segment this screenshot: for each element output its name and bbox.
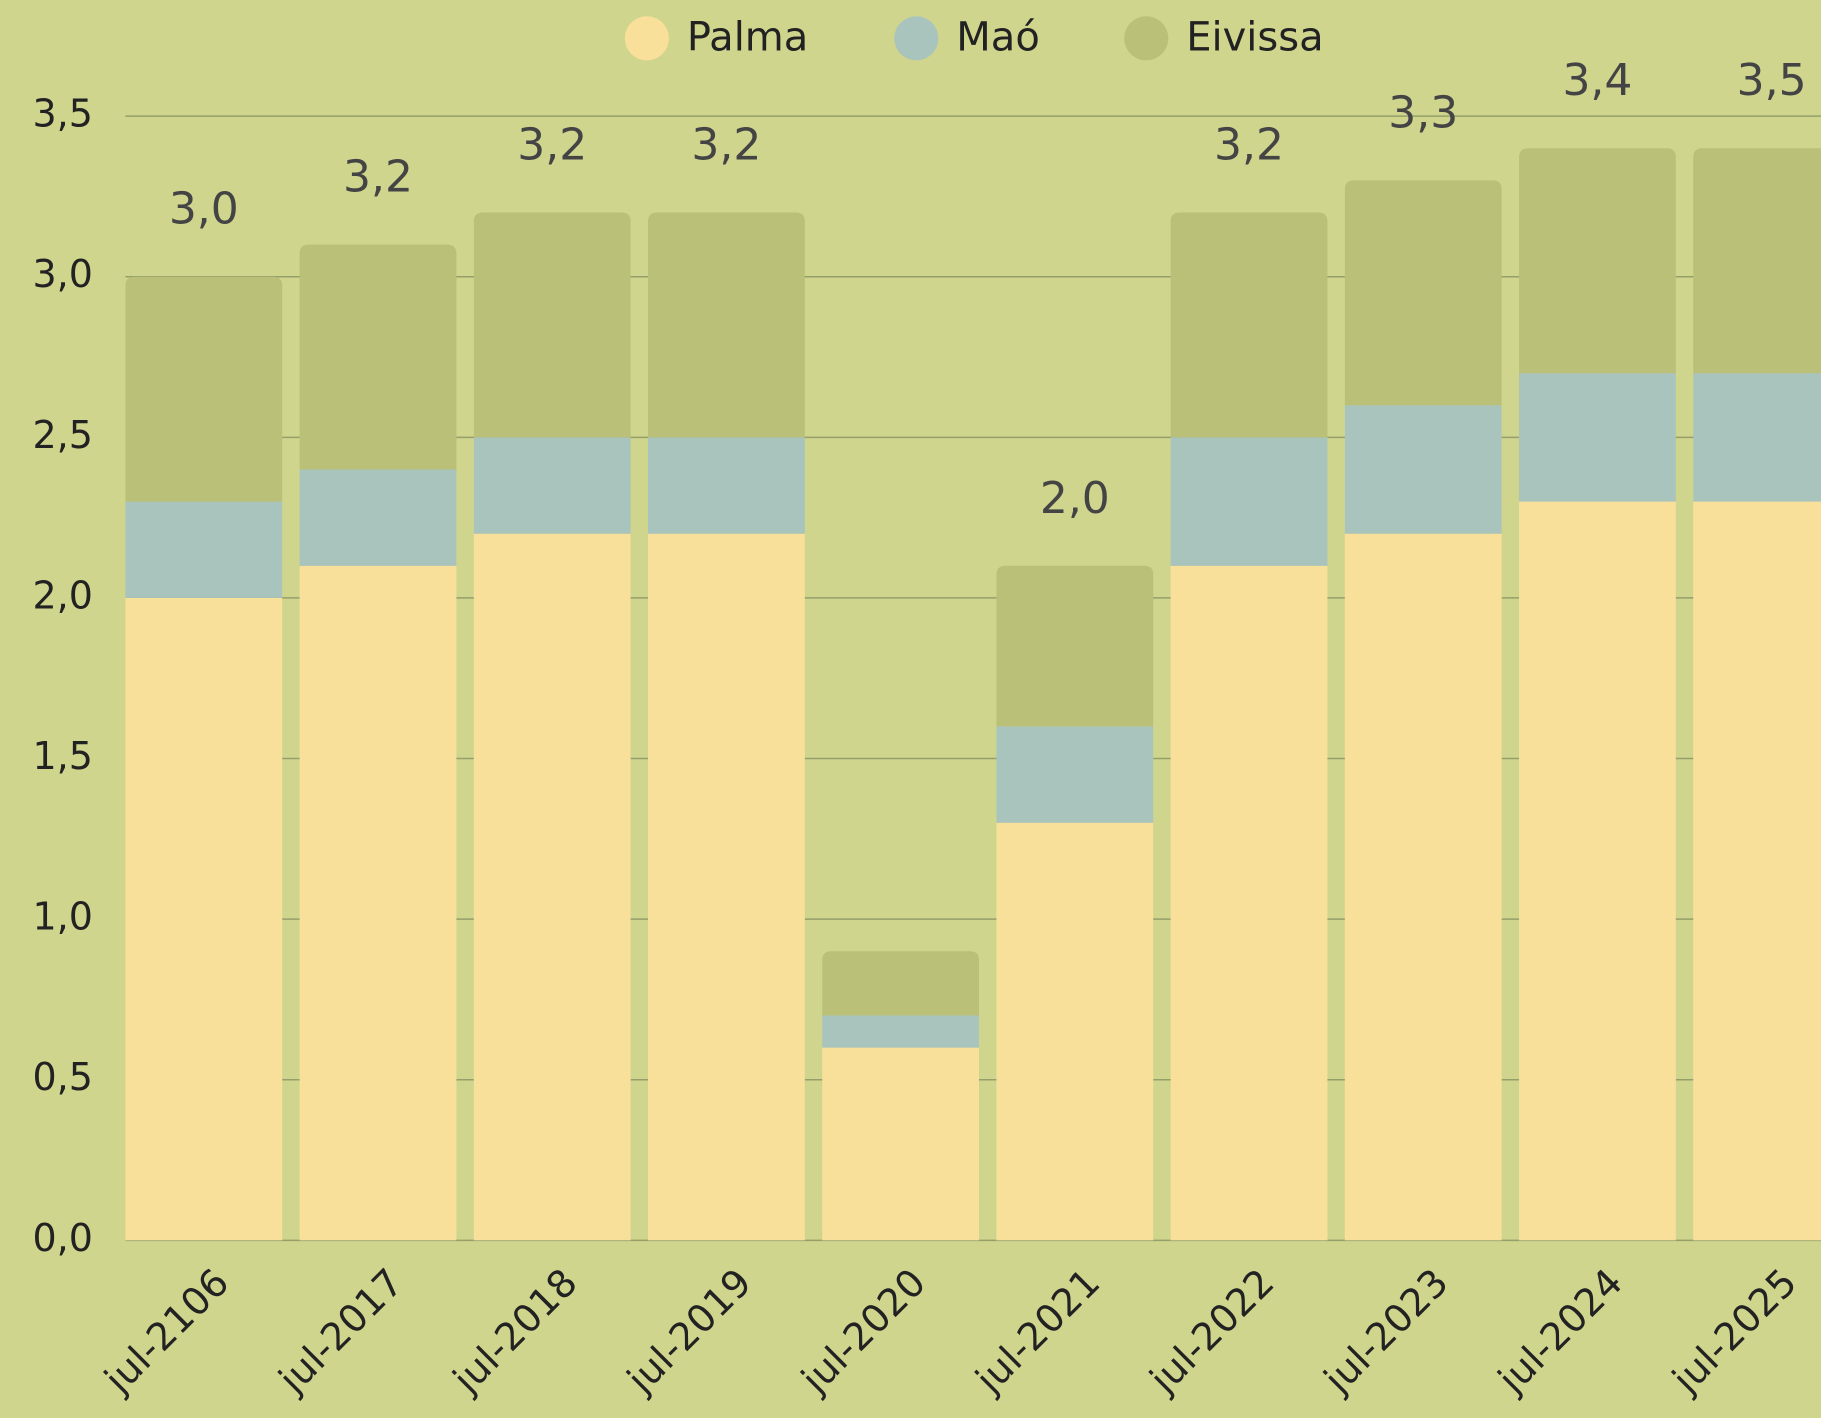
legend-marker [1124, 16, 1169, 61]
total-label: 3,2 [343, 152, 413, 203]
x-tick-label: jul-2021 [966, 1260, 1108, 1402]
y-tick-label: 2,5 [32, 413, 92, 457]
bar-segment [299, 565, 457, 1241]
bar-segment [1519, 373, 1676, 502]
x-tick-label: jul-2106 [95, 1260, 237, 1402]
bar-segment [1170, 437, 1328, 566]
bar-segment [1519, 501, 1676, 1241]
bar-segment [125, 501, 283, 598]
x-tick-label: jul-2024 [1489, 1260, 1631, 1402]
bar-segment [996, 822, 1154, 1241]
bar-segment [822, 951, 980, 1016]
bar-segment [996, 565, 1154, 727]
total-label: 3,5 [1737, 55, 1807, 106]
bar-segment [125, 597, 283, 1241]
bar-segment [299, 244, 457, 470]
total-label: 3,3 [1388, 87, 1458, 138]
bar-segment [125, 276, 283, 502]
bar-segment [1693, 373, 1821, 502]
bar-segment [996, 726, 1154, 823]
y-tick-label: 3,0 [32, 252, 92, 296]
y-tick-label: 1,0 [32, 895, 92, 939]
bar-segment [1344, 533, 1502, 1241]
legend-label: Maó [956, 14, 1040, 60]
y-tick-label: 1,5 [32, 734, 92, 778]
y-tick-label: 2,0 [32, 573, 92, 617]
bar-segment [648, 533, 805, 1241]
legend-marker [894, 16, 939, 61]
bar-segment [648, 212, 805, 438]
bar-segment [1519, 148, 1676, 374]
total-label: 3,2 [1214, 119, 1284, 170]
x-tick-label: jul-2025 [1663, 1260, 1805, 1402]
total-label: 3,2 [517, 119, 587, 170]
bar-segment [1344, 405, 1502, 534]
x-tick-label: jul-2018 [444, 1260, 586, 1402]
y-tick-label: 0,0 [32, 1216, 92, 1260]
bar-segment [1170, 212, 1328, 438]
bar-segment [1344, 180, 1502, 406]
bar-segment [473, 533, 631, 1241]
bar-segment [1693, 501, 1821, 1241]
bar-segment [1170, 565, 1328, 1241]
bar-segment [473, 212, 631, 438]
y-tick-label: 3,5 [32, 92, 92, 136]
bar-segment [1693, 148, 1821, 374]
legend-marker [624, 16, 669, 61]
bar-segment [299, 469, 457, 566]
y-tick-label: 0,5 [32, 1055, 92, 1099]
legend-label: Palma [687, 14, 808, 60]
legend-label: Eivissa [1186, 14, 1323, 60]
bar-segment [648, 437, 805, 534]
x-tick-label: jul-2023 [1315, 1260, 1457, 1402]
x-tick-label: jul-2020 [792, 1260, 934, 1402]
x-tick-label: jul-2017 [270, 1260, 412, 1402]
x-tick-label: jul-2022 [1141, 1260, 1283, 1402]
bar-segment [822, 1047, 980, 1241]
total-label: 3,0 [169, 184, 239, 235]
bar-segment [822, 1015, 980, 1048]
total-label: 3,4 [1562, 55, 1632, 106]
bars [125, 148, 1821, 1241]
bar-segment [473, 437, 631, 534]
total-label: 2,0 [1040, 473, 1110, 524]
x-tick-label: jul-2019 [618, 1260, 760, 1402]
total-label: 3,2 [691, 119, 761, 170]
